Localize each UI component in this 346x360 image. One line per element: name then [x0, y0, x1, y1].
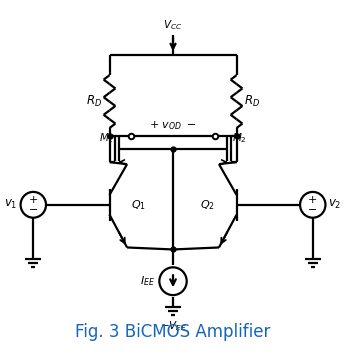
Text: $R_D$: $R_D$ — [86, 94, 102, 109]
Text: $v_1$: $v_1$ — [4, 198, 18, 211]
Text: $V_{CC}$: $V_{CC}$ — [163, 18, 183, 32]
Text: $Q_2$: $Q_2$ — [200, 198, 215, 212]
Text: $v_2$: $v_2$ — [328, 198, 342, 211]
Text: $M_2$: $M_2$ — [232, 131, 247, 145]
Text: $I_{EE}$: $I_{EE}$ — [140, 274, 155, 288]
Text: +: + — [308, 195, 317, 205]
Text: $R_D$: $R_D$ — [244, 94, 260, 109]
Text: −: − — [308, 205, 317, 215]
Text: $+\ v_{OD}\ -$: $+\ v_{OD}\ -$ — [149, 120, 197, 132]
Text: $Q_1$: $Q_1$ — [131, 198, 146, 212]
Text: +: + — [29, 195, 38, 205]
Text: Fig. 3 BiCMOS Amplifier: Fig. 3 BiCMOS Amplifier — [75, 323, 271, 341]
Text: −: − — [29, 205, 38, 215]
Text: $-V_{EE}$: $-V_{EE}$ — [160, 319, 186, 333]
Text: $M_1$: $M_1$ — [99, 131, 114, 145]
